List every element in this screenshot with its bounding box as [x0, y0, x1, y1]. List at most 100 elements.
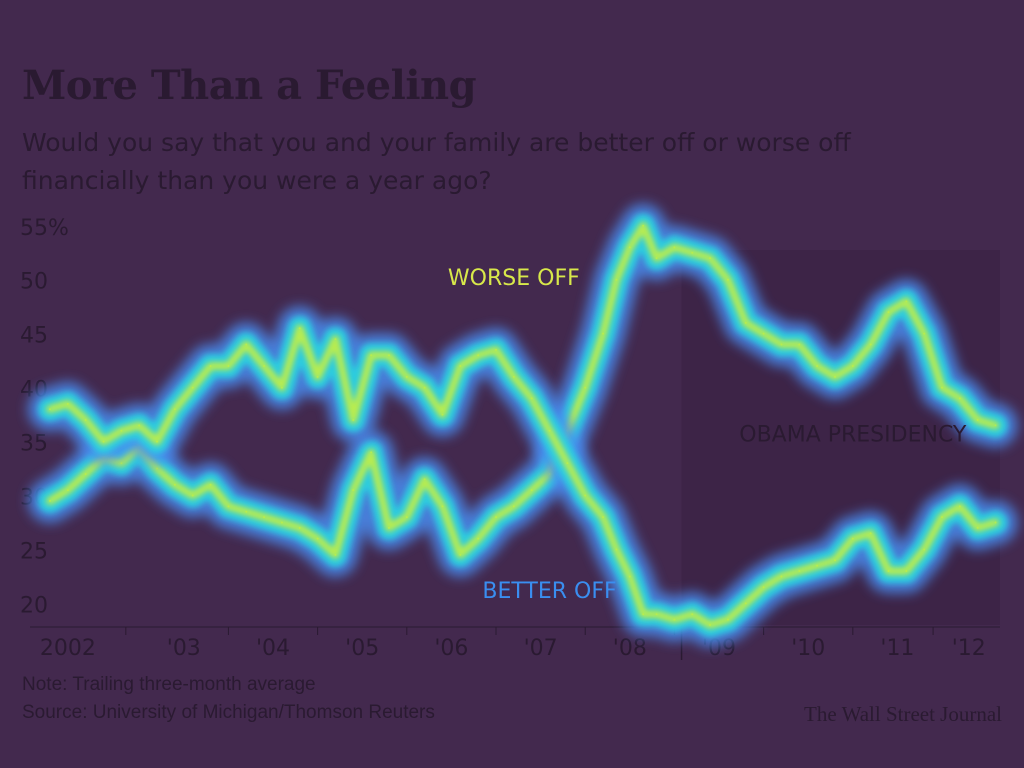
data-point	[263, 365, 266, 368]
chart-credit: The Wall Street Journal	[804, 702, 1002, 726]
data-point	[423, 478, 426, 481]
data-point	[530, 397, 533, 400]
x-tick-label: '12	[952, 636, 986, 661]
data-point	[762, 586, 765, 589]
series-worse-off	[28, 203, 1018, 577]
annotation-better-off: BETTER OFF	[482, 579, 616, 604]
data-point	[370, 451, 373, 454]
y-tick-label: 20	[20, 593, 48, 618]
data-point	[316, 537, 319, 540]
data-point	[298, 526, 301, 529]
data-point	[615, 548, 618, 551]
data-point	[370, 354, 373, 357]
data-point	[726, 278, 729, 281]
data-point	[673, 618, 676, 621]
data-point	[334, 553, 337, 556]
data-point	[66, 402, 69, 405]
data-point	[245, 343, 248, 346]
chart-note: Note: Trailing three-month average	[22, 674, 316, 695]
data-point	[798, 343, 801, 346]
data-point	[156, 440, 159, 443]
data-point	[744, 321, 747, 324]
data-point	[941, 516, 944, 519]
data-point	[887, 570, 890, 573]
data-point	[120, 462, 123, 465]
data-point	[994, 424, 997, 427]
data-point	[120, 429, 123, 432]
annotation-worse-off: WORSE OFF	[448, 266, 580, 291]
data-point	[958, 397, 961, 400]
data-point	[298, 327, 301, 330]
data-point	[615, 278, 618, 281]
data-point	[994, 521, 997, 524]
data-point	[441, 505, 444, 508]
data-point	[709, 257, 712, 260]
y-tick-label: 45	[20, 324, 48, 349]
annotation-obama-presidency: OBAMA PRESIDENCY	[739, 423, 967, 448]
data-point	[905, 570, 908, 573]
x-tick-label: '04	[256, 636, 290, 661]
x-tick-label: '07	[524, 636, 558, 661]
data-point	[655, 257, 658, 260]
data-point	[691, 613, 694, 616]
data-point	[566, 462, 569, 465]
data-point	[441, 413, 444, 416]
data-point	[869, 532, 872, 535]
data-point	[833, 375, 836, 378]
data-point	[602, 516, 605, 519]
data-point	[584, 494, 587, 497]
data-point	[548, 429, 551, 432]
data-point	[691, 251, 694, 254]
data-point	[173, 408, 176, 411]
data-point	[816, 564, 819, 567]
data-point	[191, 494, 194, 497]
data-point	[851, 537, 854, 540]
data-point	[726, 618, 729, 621]
data-point	[512, 375, 515, 378]
data-point	[798, 570, 801, 573]
y-tick-label: 25	[20, 539, 48, 564]
data-point	[816, 365, 819, 368]
data-point	[941, 386, 944, 389]
x-axis: 2002'03'04'05'06'07'08'09'10'11'12	[30, 615, 1000, 661]
data-point	[387, 354, 390, 357]
data-point	[405, 516, 408, 519]
data-point	[887, 311, 890, 314]
data-point	[84, 472, 87, 475]
data-point	[628, 246, 631, 249]
data-point	[334, 338, 337, 341]
data-point	[227, 365, 230, 368]
data-point	[655, 613, 658, 616]
y-tick-label: 55%	[20, 216, 69, 241]
x-tick-label: '08	[613, 636, 647, 661]
data-point	[673, 246, 676, 249]
data-point	[477, 537, 480, 540]
x-tick-label: '03	[167, 636, 201, 661]
y-tick-label: 50	[20, 270, 48, 295]
data-point	[780, 575, 783, 578]
data-point	[102, 440, 105, 443]
chart-title: More Than a Feeling	[22, 62, 477, 109]
data-point	[423, 386, 426, 389]
x-tick-label: '11	[880, 636, 914, 661]
data-point	[280, 521, 283, 524]
series-layer	[28, 203, 1018, 647]
data-point	[628, 575, 631, 578]
data-point	[642, 613, 645, 616]
x-tick-label: 2002	[40, 636, 96, 661]
data-point	[584, 386, 587, 389]
data-point	[512, 505, 515, 508]
data-point	[833, 559, 836, 562]
data-point	[744, 602, 747, 605]
data-point	[49, 408, 51, 411]
data-point	[280, 386, 283, 389]
data-point	[869, 343, 872, 346]
data-point	[84, 419, 87, 421]
data-point	[66, 489, 69, 492]
data-point	[352, 419, 355, 421]
annotations: OBAMA PRESIDENCY WORSE OFF BETTER OFF	[448, 266, 967, 604]
data-point	[905, 300, 908, 303]
data-point	[642, 224, 645, 227]
data-point	[209, 483, 212, 486]
